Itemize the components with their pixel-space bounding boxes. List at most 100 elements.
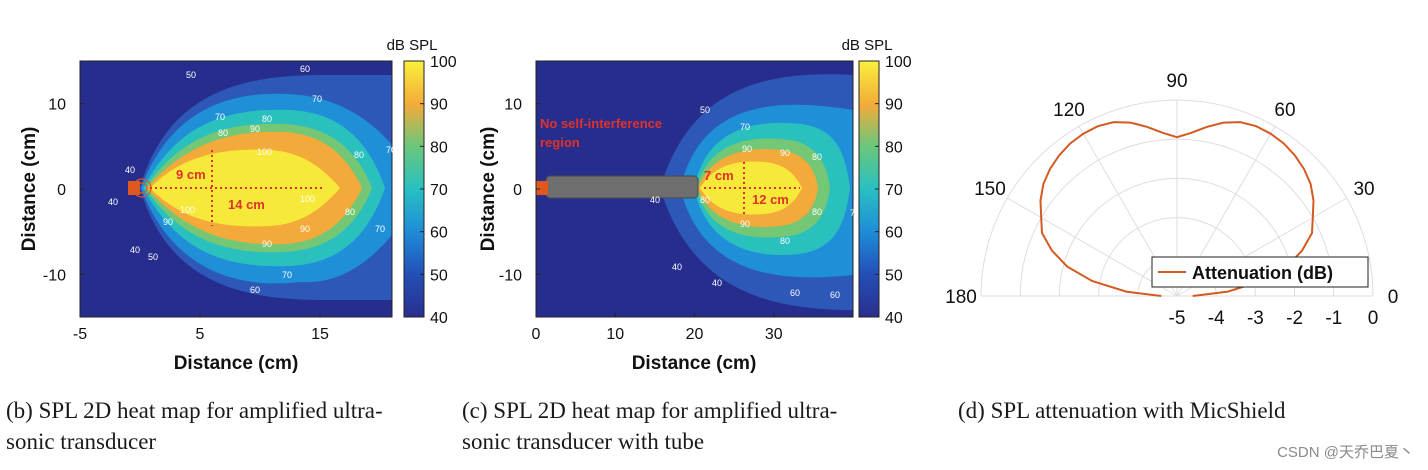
polar-angle-label: 60 [1274, 100, 1295, 121]
contour-level-label: 100 [257, 147, 272, 157]
x-tick-label: 30 [765, 326, 783, 343]
contour-level-label: 90 [300, 224, 310, 234]
contour-level-label: 40 [712, 278, 722, 288]
x-tick-label: 0 [532, 326, 541, 343]
caption-b: (b) SPL 2D heat map for amplified ultra-… [6, 395, 383, 457]
contour-level-label: 70 [282, 270, 292, 280]
colorbar-tick-label: 50 [430, 267, 448, 284]
polar-plot-d: 0 30 60 90 120 150 180 -5 -4 -3 -2 -1 0 Attenuation … [945, 71, 1398, 329]
colorbar-tick-label: 60 [885, 225, 903, 242]
contour-level-label: 90 [250, 124, 260, 134]
ylabel-b: Distance (cm) [19, 127, 40, 252]
ylabel-c: Distance (cm) [478, 127, 499, 252]
heatmap-b-field [80, 61, 392, 317]
contour-level-label: 70 [386, 145, 396, 155]
colorbar-tick-label: 100 [885, 54, 912, 71]
x-tick-label: 20 [686, 326, 704, 343]
polar-angle-label: 180 [945, 287, 977, 308]
polar-radial-label: -1 [1325, 308, 1342, 329]
polar-radial-label: 0 [1368, 308, 1379, 329]
caption-b-line2: sonic transducer [6, 429, 157, 454]
annotation-14cm: 14 cm [228, 197, 265, 212]
xlabel-b: Distance (cm) [174, 353, 299, 374]
y-tick-label: -10 [43, 267, 66, 284]
y-tick-label: 10 [504, 97, 522, 114]
polar-labels: 0 30 60 90 120 150 180 -5 -4 -3 -2 -1 0 [945, 71, 1398, 329]
contour-level-label: 60 [250, 285, 260, 295]
caption-d-line1: (d) SPL attenuation with MicShield [958, 398, 1286, 423]
contour-level-label: 70 [215, 112, 225, 122]
heatmap-c: 50 70 90 90 80 40 40 60 80 90 60 70 80 80 40 No self-i… [478, 37, 912, 374]
x-tick-label: -5 [73, 326, 87, 343]
colorbar-tick-label: 40 [885, 310, 903, 327]
contour-level-label: 90 [262, 239, 272, 249]
legend-label: Attenuation (dB) [1192, 263, 1333, 283]
colorbar-b-ticks: 100 90 80 70 60 50 40 [420, 54, 457, 327]
y-tick-label: 0 [513, 182, 522, 199]
annotation-no-interference: No self-interference [540, 116, 662, 131]
contour-level-label: 40 [672, 262, 682, 272]
contour-level-label: 70 [312, 94, 322, 104]
contour-level-label: 100 [300, 194, 315, 204]
transducer-c-icon [536, 181, 548, 195]
heatmap-c-field [536, 61, 853, 317]
contour-level-label: 70 [740, 122, 750, 132]
colorbar-tick-label: 70 [430, 182, 448, 199]
contour-level-label: 80 [700, 195, 710, 205]
transducer-icon [128, 181, 140, 195]
contour-level-label: 70 [850, 208, 860, 218]
colorbar-tick-label: 90 [430, 97, 448, 114]
contour-level-label: 80 [218, 128, 228, 138]
polar-angle-label: 0 [1388, 287, 1399, 308]
polar-radial-label: -2 [1286, 308, 1303, 329]
contour-level-label: 40 [130, 245, 140, 255]
colorbar-tick-label: 70 [885, 182, 903, 199]
colorbar-tick-label: 80 [885, 139, 903, 156]
annotation-no-interference-line2: region [540, 135, 580, 150]
contour-level-label: 80 [345, 207, 355, 217]
polar-angle-label: 120 [1053, 100, 1085, 121]
contour-level-label: 50 [148, 252, 158, 262]
colorbar-c-label: dB SPL [842, 37, 893, 54]
annotation-7cm: 7 cm [704, 168, 734, 183]
tube-icon [545, 175, 699, 199]
y-tick-label: -10 [499, 267, 522, 284]
contour-level-label: 90 [780, 148, 790, 158]
polar-radial-label: -3 [1247, 308, 1264, 329]
caption-c-line1: (c) SPL 2D heat map for amplified ultra- [462, 398, 838, 423]
contour-level-label: 80 [812, 152, 822, 162]
polar-angle-label: 30 [1353, 179, 1374, 200]
xlabel-c: Distance (cm) [632, 353, 757, 374]
contour-level-label: 80 [812, 207, 822, 217]
colorbar-tick-label: 50 [885, 267, 903, 284]
contour-level-label: 70 [375, 224, 385, 234]
contour-level-label: 80 [780, 236, 790, 246]
caption-c: (c) SPL 2D heat map for amplified ultra-… [462, 395, 837, 457]
contour-level-label: 60 [830, 290, 840, 300]
caption-c-line2: sonic transducer with tube [462, 429, 705, 454]
legend-d: Attenuation (dB) [1151, 256, 1369, 288]
contour-level-label: 40 [650, 195, 660, 205]
watermark: CSDN @天乔巴夏丶 [1277, 444, 1414, 461]
x-tick-label: 15 [311, 326, 329, 343]
contour-level-label: 80 [262, 114, 272, 124]
caption-b-line1: (b) SPL 2D heat map for amplified ultra- [6, 398, 383, 423]
axes-c: 0 10 20 30 10 0 -10 [499, 97, 783, 343]
contour-level-label: 90 [740, 219, 750, 229]
contour-level-label: 40 [108, 197, 118, 207]
y-tick-label: 0 [57, 182, 66, 199]
colorbar-tick-label: 90 [885, 97, 903, 114]
contour-level-label: 50 [186, 70, 196, 80]
colorbar-tick-label: 40 [430, 310, 448, 327]
polar-radial-label: -4 [1208, 308, 1225, 329]
y-tick-label: 10 [48, 97, 66, 114]
contour-level-label: 90 [163, 217, 173, 227]
x-tick-label: 10 [606, 326, 624, 343]
contour-level-label: 60 [300, 64, 310, 74]
contour-level-label: 60 [790, 288, 800, 298]
caption-d: (d) SPL attenuation with MicShield [958, 395, 1286, 426]
